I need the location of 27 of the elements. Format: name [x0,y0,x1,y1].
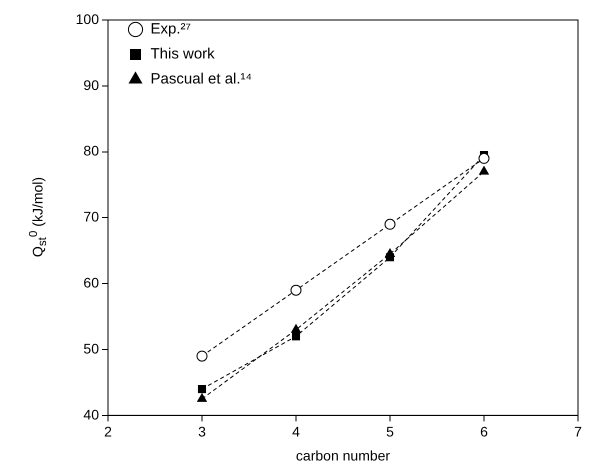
point [290,284,302,296]
y-tick-label: 50 [83,340,100,356]
point [291,324,301,333]
y-tick-label: 40 [83,406,100,422]
x-tick-label: 2 [104,424,112,440]
point [198,385,206,394]
x-tick-label: 4 [292,424,300,440]
point [292,332,300,340]
x-tick-label: 5 [386,424,394,440]
y-tick-label: 70 [83,208,100,225]
point [386,253,394,262]
x-tick-label: 7 [574,424,582,440]
point [479,166,489,175]
x-tick-label: 3 [198,424,206,440]
y-tick-label: 100 [76,10,100,27]
y-tick-label: 60 [83,274,100,290]
legend-label: Pascual et al.¹⁴ [150,70,252,88]
x-axis-title: carbon number [296,447,390,464]
point [197,393,207,402]
legend-label: Exp.²⁷ [150,20,191,38]
x-tick-label: 6 [480,424,488,440]
y-tick-label: 80 [83,142,100,159]
legend-label: This work [150,46,216,63]
point [196,350,208,362]
y-tick-label: 90 [83,76,100,93]
point [478,152,490,164]
point [384,218,396,230]
